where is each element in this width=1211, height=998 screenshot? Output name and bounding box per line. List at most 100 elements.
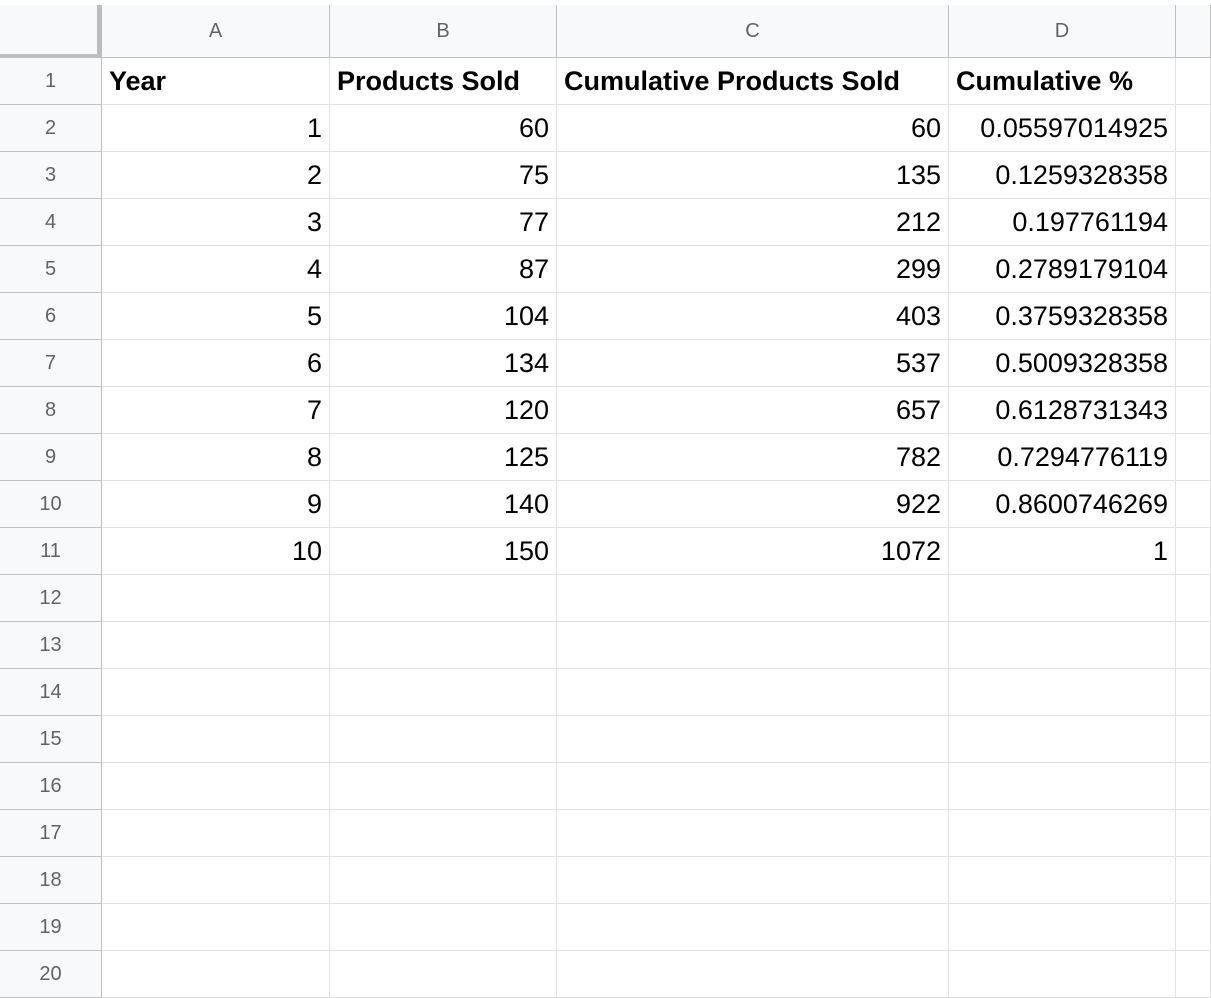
cell[interactable]: 1 xyxy=(949,528,1176,575)
row-header[interactable]: 16 xyxy=(0,763,102,810)
row-header[interactable]: 6 xyxy=(0,293,102,340)
cell[interactable]: 3 xyxy=(102,199,330,246)
row-header[interactable]: 11 xyxy=(0,528,102,575)
cell[interactable] xyxy=(102,716,330,763)
cell[interactable] xyxy=(949,716,1176,763)
cell[interactable] xyxy=(1176,481,1211,528)
cell[interactable] xyxy=(1176,904,1211,951)
column-header[interactable]: A xyxy=(102,5,330,58)
cell[interactable]: 537 xyxy=(557,340,949,387)
cell[interactable] xyxy=(557,716,949,763)
cell[interactable]: 7 xyxy=(102,387,330,434)
cell[interactable]: 125 xyxy=(330,434,557,481)
cell[interactable] xyxy=(1176,387,1211,434)
cell[interactable] xyxy=(949,857,1176,904)
cell[interactable] xyxy=(557,904,949,951)
cell[interactable]: 1072 xyxy=(557,528,949,575)
row-header[interactable]: 8 xyxy=(0,387,102,434)
cell[interactable] xyxy=(557,622,949,669)
cell[interactable] xyxy=(102,951,330,998)
cell[interactable] xyxy=(1176,105,1211,152)
cell[interactable] xyxy=(557,575,949,622)
row-header[interactable]: 7 xyxy=(0,340,102,387)
cell[interactable] xyxy=(949,763,1176,810)
cell[interactable]: 8 xyxy=(102,434,330,481)
cell[interactable] xyxy=(949,951,1176,998)
cell[interactable] xyxy=(949,575,1176,622)
row-header[interactable]: 10 xyxy=(0,481,102,528)
row-header[interactable]: 12 xyxy=(0,575,102,622)
cell[interactable]: 782 xyxy=(557,434,949,481)
cell[interactable]: 0.2789179104 xyxy=(949,246,1176,293)
row-header[interactable]: 19 xyxy=(0,904,102,951)
cell[interactable]: 0.197761194 xyxy=(949,199,1176,246)
row-header[interactable]: 15 xyxy=(0,716,102,763)
row-header[interactable]: 5 xyxy=(0,246,102,293)
cell[interactable]: 0.5009328358 xyxy=(949,340,1176,387)
cell[interactable]: Cumulative Products Sold xyxy=(557,58,949,105)
cell[interactable]: Products Sold xyxy=(330,58,557,105)
cell[interactable] xyxy=(1176,434,1211,481)
cell[interactable] xyxy=(1176,58,1211,105)
cell[interactable] xyxy=(102,904,330,951)
cell[interactable]: 135 xyxy=(557,152,949,199)
cell[interactable] xyxy=(102,622,330,669)
row-header[interactable]: 13 xyxy=(0,622,102,669)
cell[interactable] xyxy=(1176,716,1211,763)
cell[interactable]: 5 xyxy=(102,293,330,340)
cell[interactable]: 0.05597014925 xyxy=(949,105,1176,152)
cell[interactable]: 120 xyxy=(330,387,557,434)
row-header[interactable]: 2 xyxy=(0,105,102,152)
cell[interactable]: 0.1259328358 xyxy=(949,152,1176,199)
cell[interactable] xyxy=(330,669,557,716)
cell[interactable]: 134 xyxy=(330,340,557,387)
cell[interactable] xyxy=(330,810,557,857)
cell[interactable] xyxy=(102,810,330,857)
cell[interactable]: 2 xyxy=(102,152,330,199)
cell[interactable] xyxy=(330,904,557,951)
cell[interactable] xyxy=(330,622,557,669)
cell[interactable] xyxy=(1176,951,1211,998)
row-header[interactable]: 20 xyxy=(0,951,102,998)
column-header[interactable] xyxy=(1176,5,1211,58)
row-header[interactable]: 9 xyxy=(0,434,102,481)
column-header[interactable]: D xyxy=(949,5,1176,58)
column-header[interactable]: C xyxy=(557,5,949,58)
cell[interactable]: 657 xyxy=(557,387,949,434)
cell[interactable] xyxy=(1176,669,1211,716)
cell[interactable]: 1 xyxy=(102,105,330,152)
column-header[interactable]: B xyxy=(330,5,557,58)
cell[interactable] xyxy=(102,763,330,810)
cell[interactable] xyxy=(330,951,557,998)
cell[interactable]: 10 xyxy=(102,528,330,575)
cell[interactable]: 0.8600746269 xyxy=(949,481,1176,528)
cell[interactable]: 0.3759328358 xyxy=(949,293,1176,340)
cell[interactable]: 403 xyxy=(557,293,949,340)
row-header[interactable]: 3 xyxy=(0,152,102,199)
cell[interactable]: 6 xyxy=(102,340,330,387)
cell[interactable] xyxy=(1176,199,1211,246)
row-header[interactable]: 18 xyxy=(0,857,102,904)
cell[interactable] xyxy=(330,716,557,763)
cell[interactable]: 104 xyxy=(330,293,557,340)
cell[interactable]: 77 xyxy=(330,199,557,246)
cell[interactable] xyxy=(102,857,330,904)
cell[interactable] xyxy=(1176,575,1211,622)
cell[interactable] xyxy=(330,763,557,810)
cell[interactable] xyxy=(102,669,330,716)
row-header[interactable]: 14 xyxy=(0,669,102,716)
cell[interactable]: Year xyxy=(102,58,330,105)
cell[interactable]: 140 xyxy=(330,481,557,528)
cell[interactable]: 4 xyxy=(102,246,330,293)
cell[interactable] xyxy=(330,575,557,622)
cell[interactable]: 87 xyxy=(330,246,557,293)
cell[interactable] xyxy=(330,857,557,904)
cell[interactable] xyxy=(1176,763,1211,810)
cell[interactable]: 299 xyxy=(557,246,949,293)
row-header[interactable]: 4 xyxy=(0,199,102,246)
cell[interactable] xyxy=(557,810,949,857)
cell[interactable]: 150 xyxy=(330,528,557,575)
cell[interactable] xyxy=(949,622,1176,669)
cell[interactable] xyxy=(1176,857,1211,904)
row-header[interactable]: 1 xyxy=(0,58,102,105)
